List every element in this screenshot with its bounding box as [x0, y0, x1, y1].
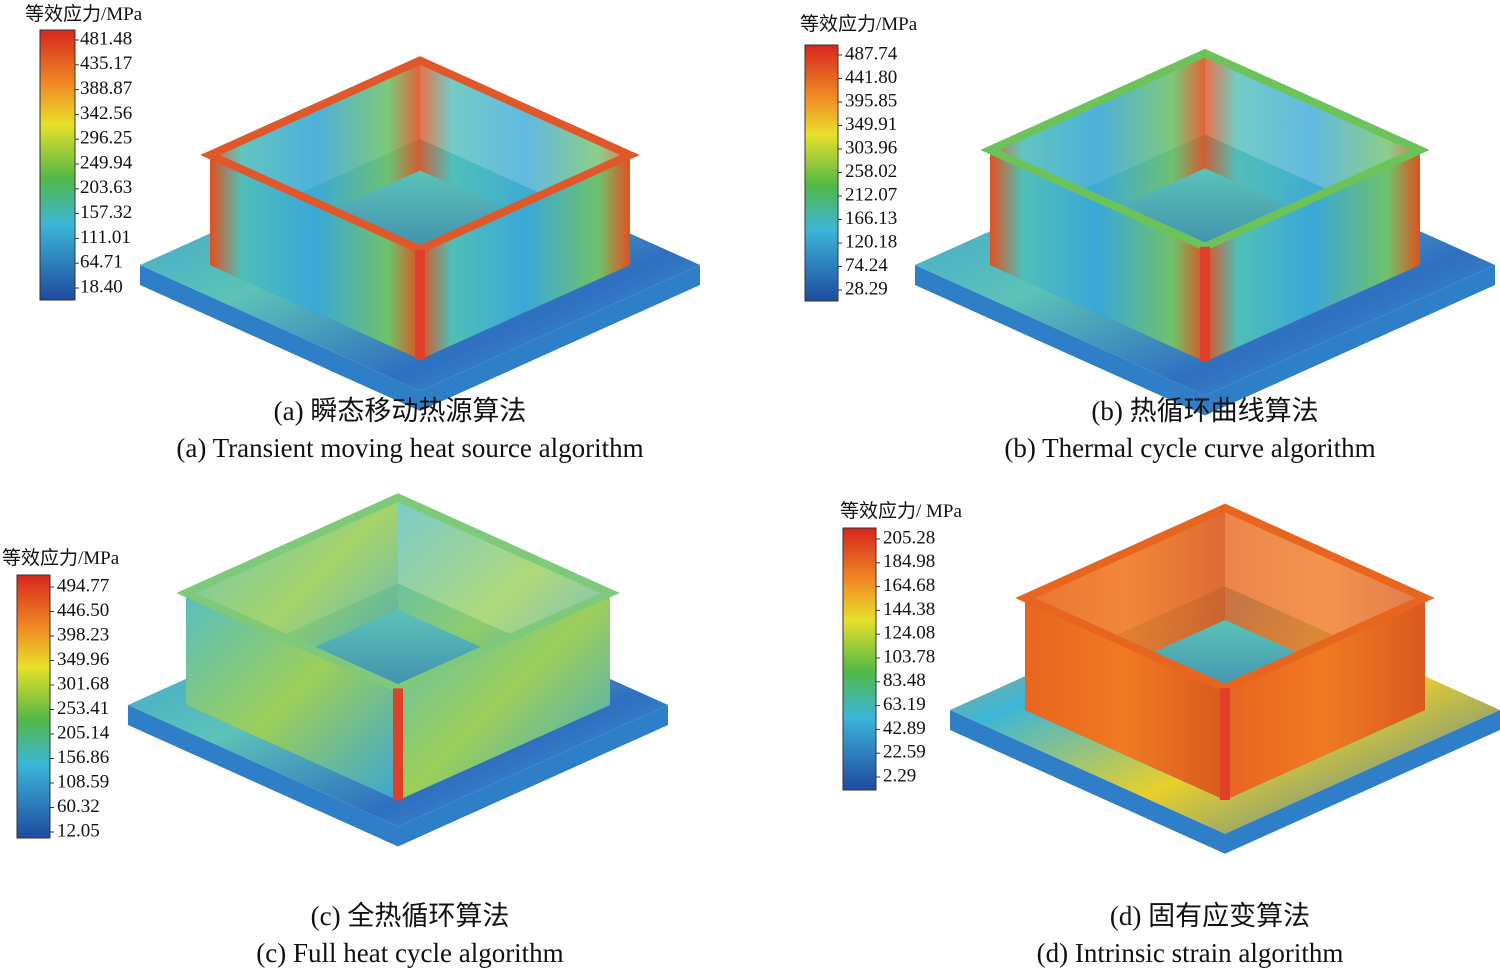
legend-label: 103.78 — [883, 646, 935, 667]
legend-label: 60.32 — [57, 796, 100, 817]
legend-label: 494.77 — [57, 575, 109, 596]
legend-label: 349.96 — [57, 649, 109, 670]
legend-label: 303.96 — [845, 137, 897, 158]
caption-cn: (a) 瞬态移动热源算法 — [274, 396, 527, 426]
outer-wall-left — [990, 150, 1205, 362]
color-bar — [804, 44, 839, 302]
legend-label: 18.40 — [80, 276, 123, 297]
wall-rim — [200, 56, 640, 254]
color-bar — [16, 574, 51, 839]
panel: 等效应力/MPa 481.48 435.17 388.87 342.56 296.25 24… — [25, 3, 700, 463]
legend-label: 83.48 — [883, 670, 926, 691]
legend-label: 487.74 — [845, 43, 898, 64]
legend-label: 398.23 — [57, 624, 109, 645]
legend-label: 296.25 — [80, 128, 132, 149]
legend-label: 12.05 — [57, 820, 100, 841]
legend-label: 156.86 — [57, 747, 109, 768]
wall-rim — [1015, 503, 1435, 693]
legend-label: 301.68 — [57, 673, 109, 694]
caption-en: (c) Full heat cycle algorithm — [256, 938, 563, 968]
outer-wall-left — [210, 155, 420, 360]
legend-label: 64.71 — [80, 252, 123, 273]
legend-label: 63.19 — [883, 694, 926, 715]
legend-label: 2.29 — [883, 765, 916, 786]
legend-label: 42.89 — [883, 718, 926, 739]
legend-label: 108.59 — [57, 771, 109, 792]
legend-label: 212.07 — [845, 184, 897, 205]
legend-label: 203.63 — [80, 177, 132, 198]
legend-label: 481.48 — [80, 28, 132, 49]
legend-label: 28.29 — [845, 278, 888, 299]
legend-title: 等效应力/ MPa — [840, 500, 962, 522]
legend-label: 395.85 — [845, 90, 897, 111]
wall-rim — [176, 493, 620, 693]
legend-label: 22.59 — [883, 742, 926, 763]
legend-label: 164.68 — [883, 575, 935, 596]
legend-label: 349.91 — [845, 114, 897, 135]
legend-label: 205.14 — [57, 722, 110, 743]
legend-label: 144.38 — [883, 599, 935, 620]
legend-label: 342.56 — [80, 103, 132, 124]
legend-label: 388.87 — [80, 78, 132, 99]
legend-label: 249.94 — [80, 152, 133, 173]
legend-label: 184.98 — [883, 551, 935, 572]
outer-wall-right — [1205, 150, 1420, 362]
legend-label: 253.41 — [57, 698, 109, 719]
outer-wall-right — [1225, 598, 1425, 800]
legend-label: 258.02 — [845, 161, 897, 182]
panel: 等效应力/ MPa 205.28 184.98 164.68 144.38 124.081… — [840, 500, 1500, 968]
legend-title: 等效应力/MPa — [25, 3, 143, 25]
outer-wall-right — [398, 593, 610, 801]
caption-en: (a) Transient moving heat source algorit… — [176, 433, 643, 463]
caption-cn: (c) 全热循环算法 — [311, 901, 510, 931]
outer-wall-left — [1025, 598, 1225, 800]
outer-wall-right — [420, 155, 630, 360]
color-bar — [842, 527, 877, 791]
legend-label: 120.18 — [845, 231, 897, 252]
caption-cn: (d) 固有应变算法 — [1110, 901, 1310, 931]
legend-title: 等效应力/MPa — [2, 547, 120, 569]
legend-label: 157.32 — [80, 202, 132, 223]
caption-cn: (b) 热循环曲线算法 — [1091, 396, 1318, 426]
legend-label: 111.01 — [80, 227, 131, 248]
legend-label: 74.24 — [845, 255, 888, 276]
legend-label: 446.50 — [57, 600, 109, 621]
legend-label: 124.08 — [883, 623, 935, 644]
wall-rim — [980, 48, 1430, 252]
panel: 等效应力/MPa 494.77 446.50 398.23 349.96 301.68 25… — [2, 493, 668, 968]
outer-wall-left — [186, 593, 398, 801]
legend-label: 205.28 — [883, 527, 935, 548]
caption-en: (b) Thermal cycle curve algorithm — [1004, 433, 1375, 463]
legend-label: 441.80 — [845, 67, 897, 88]
legend-label: 166.13 — [845, 208, 897, 229]
legend-title: 等效应力/MPa — [800, 13, 918, 35]
legend-label: 435.17 — [80, 53, 132, 74]
caption-en: (d) Intrinsic strain algorithm — [1037, 938, 1344, 968]
color-bar — [39, 29, 76, 301]
